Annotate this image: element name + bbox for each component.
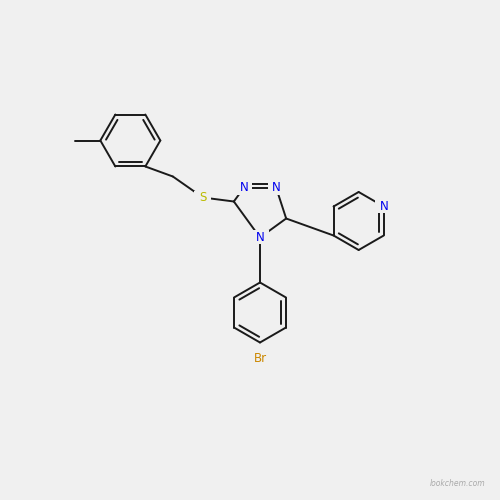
Text: Br: Br	[254, 352, 266, 365]
Text: N: N	[256, 231, 264, 244]
Bar	[268, 181, 284, 195]
Text: N: N	[272, 182, 280, 194]
Text: lookchem.com: lookchem.com	[430, 478, 485, 488]
Text: N: N	[240, 182, 248, 194]
Bar	[376, 200, 392, 213]
Bar	[246, 352, 274, 366]
Text: S: S	[199, 191, 206, 204]
Bar	[194, 190, 212, 204]
Bar	[236, 181, 252, 195]
Bar	[252, 230, 268, 244]
Text: N: N	[380, 200, 388, 213]
